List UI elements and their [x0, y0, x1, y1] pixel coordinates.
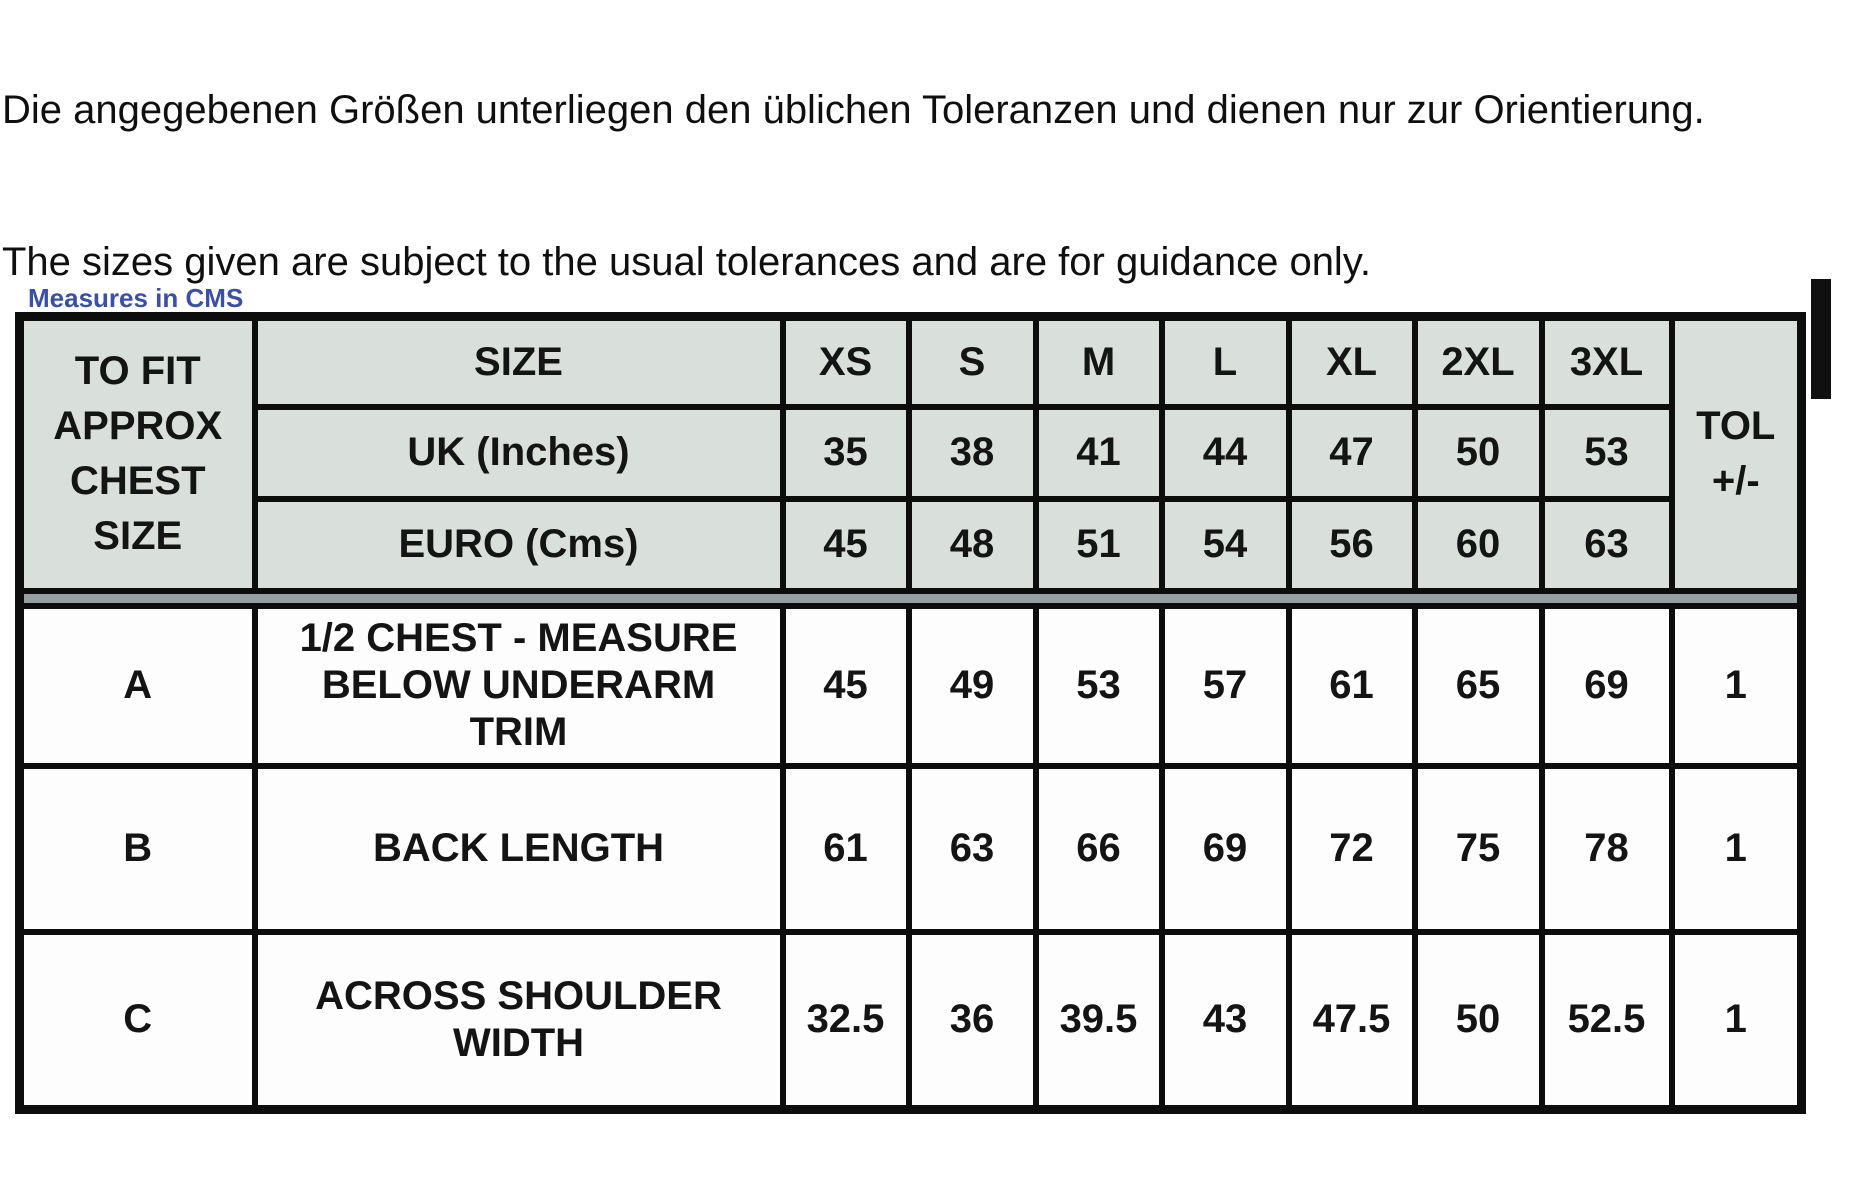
- size-row-label: SIZE: [251, 313, 786, 410]
- measurement-value: 53: [1032, 602, 1165, 769]
- header-row-euro: EURO (Cms) 45 48 51 54 56 60 63: [20, 495, 1802, 594]
- euro-value-cell: 63: [1538, 495, 1675, 594]
- measurement-value: 50: [1411, 928, 1545, 1113]
- tolerance-value: 1: [1668, 602, 1805, 769]
- separator-row: [16, 587, 1805, 609]
- corner-line: TO FIT: [74, 349, 201, 394]
- size-chart-table: TO FIT APPROX CHEST SIZE SIZE XS S M L X…: [15, 312, 1806, 1114]
- size-header-cell: 2XL: [1411, 313, 1545, 410]
- tolerance-value: 1: [1668, 928, 1805, 1113]
- measurement-value: 63: [905, 762, 1039, 935]
- size-header-cell: M: [1032, 313, 1165, 410]
- measurement-value: 52.5: [1538, 928, 1675, 1113]
- measurement-value: 45: [779, 602, 912, 769]
- tolerance-note-english: The sizes given are subject to the usual…: [2, 240, 1371, 284]
- desc-line: WIDTH: [452, 1020, 585, 1065]
- desc-line: BACK LENGTH: [372, 826, 665, 870]
- uk-value-cell: 50: [1411, 403, 1545, 502]
- measurement-value: 47.5: [1285, 928, 1418, 1113]
- measurement-value: 72: [1285, 762, 1418, 935]
- measurement-value: 43: [1158, 928, 1292, 1113]
- measurement-value: 39.5: [1032, 928, 1165, 1113]
- row-letter: B: [16, 762, 258, 935]
- measurement-value: 75: [1411, 762, 1545, 935]
- corner-line: CHEST: [69, 459, 206, 504]
- uk-value-cell: 44: [1158, 403, 1292, 502]
- measurement-row-a: A 1/2 CHEST - MEASURE BELOW UNDERARM TRI…: [16, 602, 1805, 769]
- header-row-uk: UK (Inches) 35 38 41 44 47 50 53: [20, 403, 1802, 502]
- separator-band: [16, 587, 1805, 609]
- euro-value-cell: 54: [1158, 495, 1292, 594]
- size-header-cell: 3XL: [1538, 313, 1675, 410]
- uk-value-cell: 35: [779, 403, 912, 502]
- row-description: BACK LENGTH: [251, 762, 786, 935]
- measurement-value: 36: [905, 928, 1039, 1113]
- tolerance-note-german: Die angegebenen Größen unterliegen den ü…: [2, 88, 1705, 132]
- uk-value-cell: 38: [905, 403, 1039, 502]
- row-description: 1/2 CHEST - MEASURE BELOW UNDERARM TRIM: [251, 602, 786, 769]
- measures-unit-label: Measures in CMS: [28, 283, 244, 313]
- measurement-row-b: B BACK LENGTH 61 63 66 69 72 75 78 1: [16, 762, 1805, 935]
- measurement-row-c: C ACROSS SHOULDER WIDTH 32.5 36 39.5 43 …: [16, 928, 1805, 1113]
- tol-line: TOL: [1696, 404, 1776, 449]
- measurement-value: 61: [779, 762, 912, 935]
- euro-row-label: EURO (Cms): [251, 495, 786, 594]
- row-letter: A: [16, 602, 258, 769]
- measurement-value: 32.5: [779, 928, 912, 1113]
- euro-value-cell: 45: [779, 495, 912, 594]
- measurement-value: 69: [1158, 762, 1292, 935]
- desc-line: TRIM: [469, 710, 568, 754]
- size-header-cell: L: [1158, 313, 1292, 410]
- measurement-value: 78: [1538, 762, 1675, 935]
- size-header-cell: S: [905, 313, 1039, 410]
- size-header-cell: XS: [779, 313, 912, 410]
- measurement-value: 57: [1158, 602, 1292, 769]
- measurement-value: 66: [1032, 762, 1165, 935]
- uk-value-cell: 47: [1285, 403, 1418, 502]
- desc-line: 1/2 CHEST - MEASURE: [299, 616, 738, 660]
- tolerance-header: TOL +/-: [1668, 313, 1805, 594]
- corner-line: SIZE: [93, 514, 183, 559]
- euro-value-cell: 51: [1032, 495, 1165, 594]
- tolerance-value: 1: [1668, 762, 1805, 935]
- uk-value-cell: 41: [1032, 403, 1165, 502]
- euro-value-cell: 56: [1285, 495, 1418, 594]
- row-description: ACROSS SHOULDER WIDTH: [251, 928, 786, 1113]
- measurement-value: 61: [1285, 602, 1418, 769]
- measurement-value: 69: [1538, 602, 1675, 769]
- desc-line: BELOW UNDERARM: [321, 663, 716, 707]
- size-header-cell: XL: [1285, 313, 1418, 410]
- corner-header-to-fit-chest: TO FIT APPROX CHEST SIZE: [16, 313, 258, 594]
- measurement-value: 65: [1411, 602, 1545, 769]
- header-row-size: TO FIT APPROX CHEST SIZE SIZE XS S M L X…: [16, 313, 1805, 594]
- uk-value-cell: 53: [1538, 403, 1675, 502]
- euro-value-cell: 60: [1411, 495, 1545, 594]
- measurement-value: 49: [905, 602, 1039, 769]
- desc-line: ACROSS SHOULDER: [315, 973, 722, 1018]
- scrollbar-fragment: [1811, 279, 1831, 399]
- corner-line: APPROX: [53, 404, 223, 449]
- euro-value-cell: 48: [905, 495, 1039, 594]
- row-letter: C: [16, 928, 258, 1113]
- uk-row-label: UK (Inches): [251, 403, 786, 502]
- tol-line: +/-: [1711, 459, 1760, 504]
